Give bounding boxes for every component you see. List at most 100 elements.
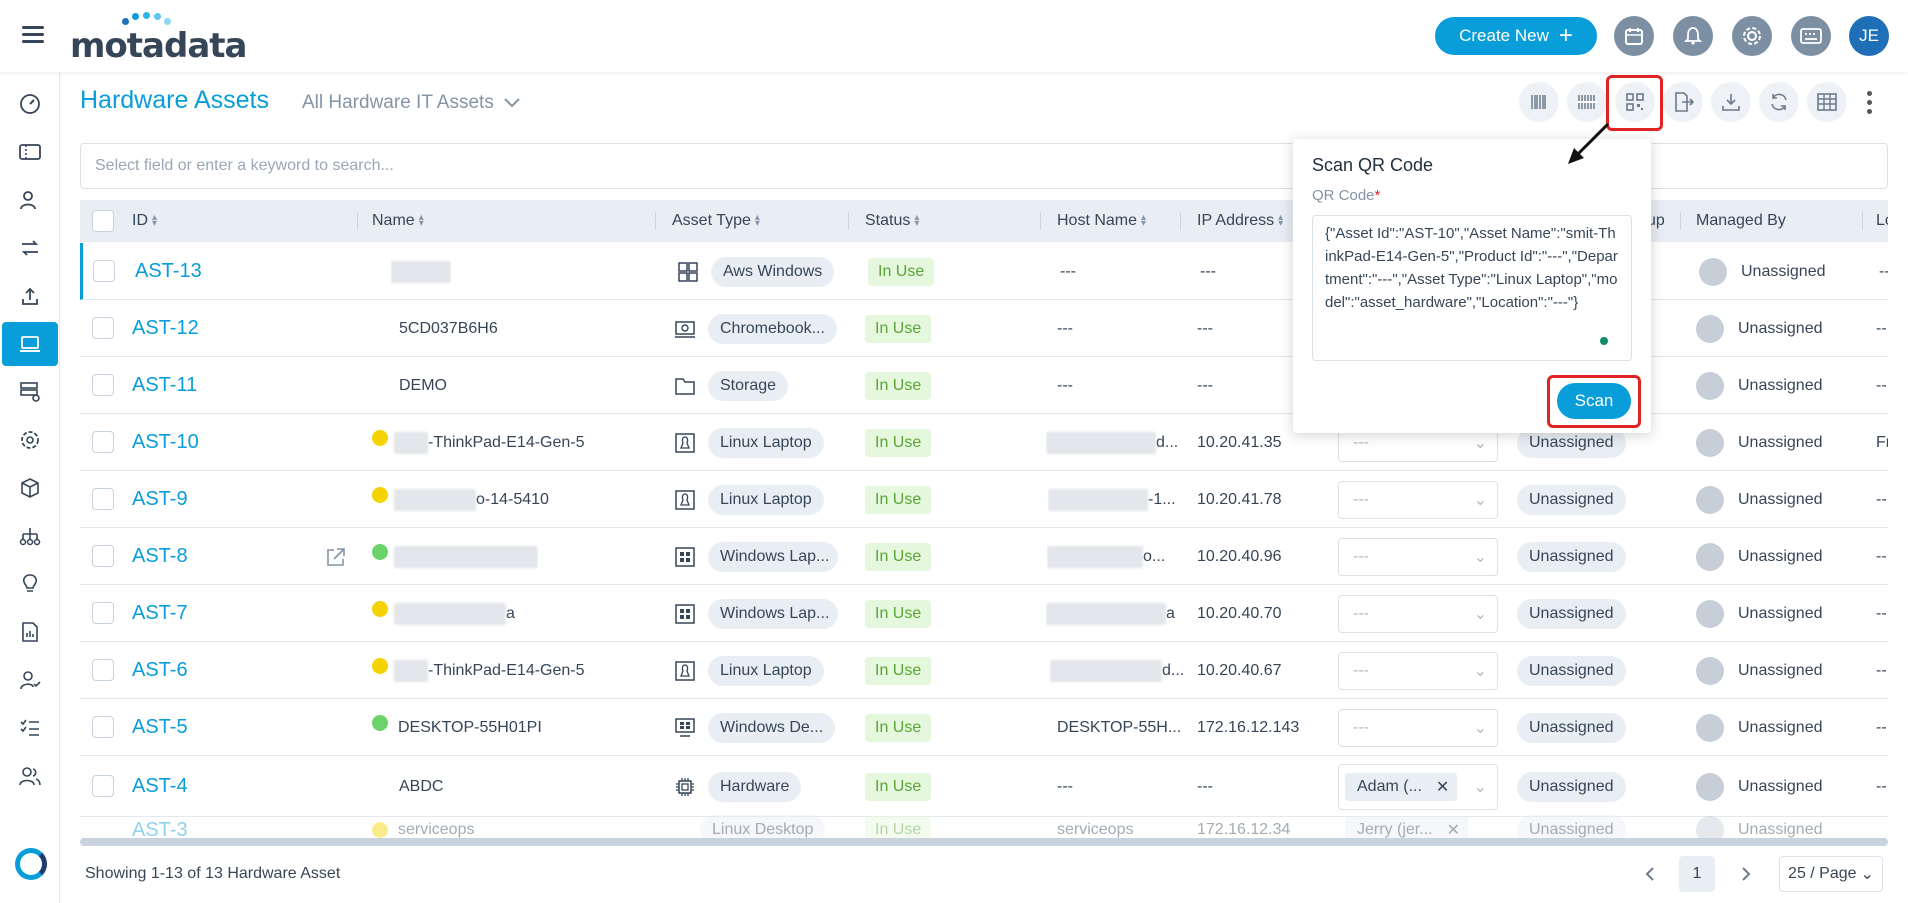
view-selector[interactable]: All Hardware IT Assets — [302, 92, 520, 114]
barcode-icon[interactable] — [1519, 82, 1559, 122]
sidebar-users-icon[interactable] — [0, 178, 60, 222]
row-checkbox[interactable] — [92, 488, 114, 510]
sidebar-change-icon[interactable] — [0, 226, 60, 270]
table-row[interactable]: AST-4 ABDC Hardware In Use --- --- Adam … — [80, 756, 1888, 817]
row-checkbox[interactable] — [93, 260, 115, 282]
asset-id-link[interactable]: AST-11 — [132, 374, 198, 396]
column-ip-address[interactable]: IP Address ▴ ▾ — [1197, 212, 1284, 229]
status-dot — [372, 714, 388, 731]
technician-dropdown[interactable]: --- ⌄ — [1338, 651, 1498, 690]
table-row[interactable]: AST-7 a Windows Lap... In Use a 10.20.40… — [80, 585, 1888, 642]
column-managed-by[interactable]: Managed By — [1696, 212, 1786, 229]
column-id[interactable]: ID ▴ ▾ — [132, 212, 158, 229]
table-row[interactable]: AST-5 DESKTOP-55H01PI Windows De... In U… — [80, 699, 1888, 756]
row-checkbox[interactable] — [92, 317, 114, 339]
sidebar-user-check-icon[interactable] — [0, 658, 60, 702]
asset-id-link[interactable]: AST-12 — [132, 317, 199, 339]
next-page-icon[interactable] — [1731, 856, 1761, 892]
sidebar-tasks-icon[interactable] — [0, 706, 60, 750]
asset-type-pill: Chromebook... — [708, 313, 837, 344]
row-checkbox[interactable] — [92, 716, 114, 738]
settings-icon[interactable] — [1732, 16, 1772, 56]
managed-by: Unassigned — [1738, 604, 1823, 622]
row-checkbox[interactable] — [92, 602, 114, 624]
status-dot — [372, 600, 388, 617]
open-external-icon[interactable] — [325, 528, 347, 585]
export-icon[interactable] — [1663, 82, 1703, 122]
bell-icon[interactable] — [1673, 16, 1713, 56]
column-host-name[interactable]: Host Name ▴ ▾ — [1057, 212, 1147, 229]
scan-button[interactable]: Scan — [1557, 383, 1631, 419]
sidebar-package-icon[interactable] — [0, 466, 60, 510]
page-size-select[interactable]: 25 / Page ⌄ — [1779, 856, 1883, 892]
sidebar-knowledge-icon[interactable] — [0, 562, 60, 606]
sidebar-report-icon[interactable] — [0, 610, 60, 654]
ip-address: 172.16.12.143 — [1197, 718, 1300, 736]
asset-id-link[interactable]: AST-7 — [132, 602, 188, 624]
column-status[interactable]: Status ▴ ▾ — [865, 212, 920, 229]
qr-code-textarea[interactable]: {"Asset Id":"AST-10","Asset Name":"smit-… — [1312, 215, 1632, 361]
status-dot — [372, 543, 388, 560]
sidebar-assets-icon[interactable] — [2, 322, 58, 366]
sidebar-dashboard-icon[interactable] — [0, 82, 60, 126]
asset-name: DESKTOP-55H01PI — [398, 718, 542, 736]
asset-id-link[interactable]: AST-13 — [135, 260, 202, 282]
table-row[interactable]: AST-8 Windows Lap... In Use o... 10.20.4… — [80, 528, 1888, 585]
sidebar-patch-icon[interactable] — [0, 418, 60, 462]
ip-address: --- — [1197, 319, 1213, 337]
sidebar-ticket-icon[interactable] — [0, 130, 60, 174]
column-group[interactable]: up — [1647, 212, 1665, 229]
row-checkbox[interactable] — [92, 659, 114, 681]
asset-id-link[interactable]: AST-6 — [132, 659, 188, 681]
barcode-print-icon[interactable] — [1567, 82, 1607, 122]
select-all-checkbox[interactable] — [92, 210, 114, 232]
refresh-icon[interactable] — [1759, 82, 1799, 122]
row-checkbox[interactable] — [92, 545, 114, 567]
column-name[interactable]: Name ▴ ▾ — [372, 212, 424, 229]
horizontal-scrollbar[interactable] — [80, 838, 1888, 846]
qr-code-icon[interactable] — [1615, 82, 1655, 122]
search-input[interactable]: Select field or enter a keyword to searc… — [80, 143, 1888, 189]
page-number-button[interactable]: 1 — [1679, 856, 1715, 892]
sidebar-cmdb-icon[interactable] — [0, 370, 60, 414]
row-checkbox[interactable] — [92, 775, 114, 797]
more-options-icon[interactable] — [1860, 86, 1878, 118]
download-icon[interactable] — [1711, 82, 1751, 122]
row-checkbox[interactable] — [92, 431, 114, 453]
technician-dropdown[interactable]: --- ⌄ — [1338, 594, 1498, 633]
technician-dropdown[interactable]: Adam (... ✕ ⌄ — [1338, 763, 1498, 810]
asset-id-link[interactable]: AST-10 — [132, 431, 199, 453]
sidebar-release-icon[interactable] — [0, 274, 60, 318]
create-new-button[interactable]: Create New + — [1435, 17, 1597, 55]
table-row[interactable]: AST-6 -ThinkPad-E14-Gen-5 Linux Laptop I… — [80, 642, 1888, 699]
host-name: DESKTOP-55H... — [1057, 718, 1182, 736]
linux-icon — [672, 658, 698, 684]
prev-page-icon[interactable] — [1635, 856, 1665, 892]
technician-dropdown[interactable]: --- ⌄ — [1338, 708, 1498, 747]
ip-address: --- — [1197, 777, 1213, 795]
asset-id-link[interactable]: AST-8 — [132, 545, 188, 567]
column-asset-type[interactable]: Asset Type ▴ ▾ — [672, 212, 760, 229]
asset-id-link[interactable]: AST-9 — [132, 488, 188, 510]
asset-id-link[interactable]: AST-3 — [132, 818, 188, 841]
asset-id-link[interactable]: AST-4 — [132, 775, 188, 797]
menu-icon[interactable] — [22, 26, 44, 44]
status-badge: In Use — [865, 713, 932, 742]
technician-dropdown[interactable]: --- ⌄ — [1338, 480, 1498, 519]
asset-name: o-14-5410 — [476, 490, 549, 508]
user-avatar[interactable]: JE — [1849, 16, 1889, 56]
asset-id-link[interactable]: AST-5 — [132, 716, 188, 738]
close-icon[interactable]: ✕ — [1446, 822, 1460, 839]
table-columns-icon[interactable] — [1807, 82, 1847, 122]
keyboard-icon[interactable] — [1791, 16, 1831, 56]
motadata-logo[interactable]: motadata — [70, 12, 247, 66]
calendar-icon[interactable] — [1614, 16, 1654, 56]
sidebar-team-icon[interactable] — [0, 754, 60, 798]
column-location[interactable]: Lo — [1876, 212, 1888, 229]
row-checkbox[interactable] — [92, 374, 114, 396]
table-row[interactable]: AST-9 o-14-5410 Linux Laptop In Use -1..… — [80, 471, 1888, 528]
close-icon[interactable]: ✕ — [1435, 778, 1450, 796]
table-row[interactable]: AST-10 -ThinkPad-E14-Gen-5 Linux Laptop … — [80, 414, 1888, 471]
technician-dropdown[interactable]: --- ⌄ — [1338, 537, 1498, 576]
sidebar-workflow-icon[interactable] — [0, 514, 60, 558]
